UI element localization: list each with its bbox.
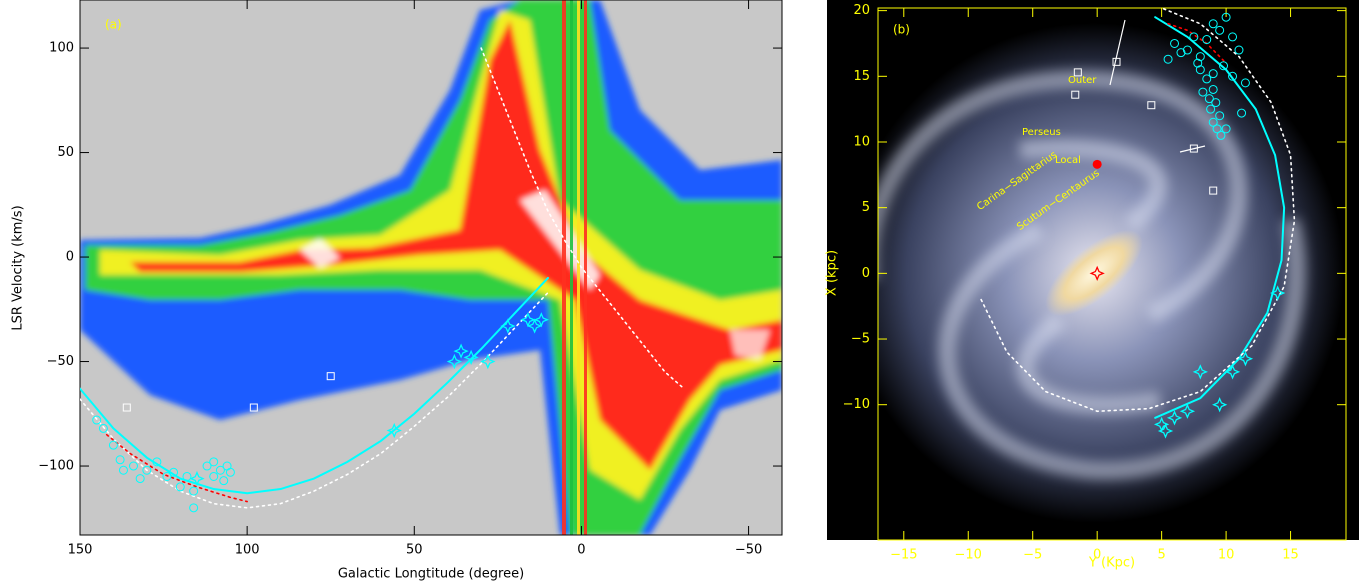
annotation: (a): [105, 18, 122, 32]
y-axis-label: X (kpc): [825, 250, 840, 296]
y-tick-label: 5: [862, 200, 870, 215]
x-tick-label: 50: [406, 543, 423, 558]
x-tick-label: −5: [1023, 548, 1042, 563]
x-tick-label: −50: [735, 543, 762, 558]
y-tick-label: 50: [57, 145, 74, 160]
annotation: Outer: [1068, 75, 1097, 86]
y-tick-label: 100: [49, 41, 74, 56]
y-axis-label: LSR Velocity (km/s): [11, 205, 26, 330]
y-tick-label: 0: [66, 250, 74, 265]
x-tick-label: 15: [1282, 548, 1299, 563]
x-tick-label: −10: [955, 548, 982, 563]
x-tick-label: 10: [1218, 548, 1235, 563]
x-axis-label: Y (Kpc): [1088, 556, 1135, 571]
y-tick-label: 10: [853, 134, 870, 149]
y-tick-label: −10: [843, 397, 870, 412]
annotation: Local: [1055, 155, 1081, 166]
x-tick-label: 100: [235, 543, 260, 558]
x-tick-label: 150: [68, 543, 93, 558]
x-tick-label: 0: [577, 543, 585, 558]
x-tick-label: −15: [890, 548, 917, 563]
y-tick-label: −5: [851, 332, 870, 347]
annotation: Perseus: [1022, 127, 1061, 138]
y-tick-label: 15: [853, 69, 870, 84]
x-tick-label: 5: [1157, 548, 1165, 563]
y-tick-label: −50: [47, 354, 74, 369]
x-axis-label: Galactic Longtitude (degree): [338, 567, 524, 582]
y-tick-label: −100: [38, 459, 74, 474]
annotation: (b): [893, 23, 910, 37]
figure: 150100500−50−100−50050100Galactic Longti…: [0, 0, 1367, 581]
dot-marker: [1093, 160, 1102, 169]
y-tick-label: 20: [853, 3, 870, 18]
pv-map: [80, 0, 782, 535]
y-tick-label: 0: [862, 266, 870, 281]
